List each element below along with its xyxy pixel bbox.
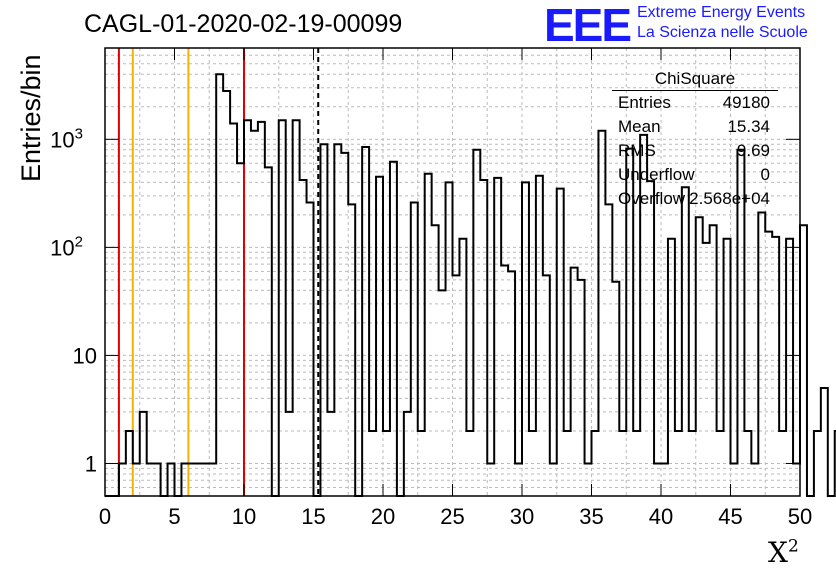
stats-box: ChiSquare Entries 49180 Mean 15.34 RMS 9.69…	[612, 68, 778, 211]
stats-value: 2.568e+04	[689, 189, 770, 208]
y-tick-label: 10	[73, 343, 97, 368]
stats-row-underflow: Underflow 0	[612, 163, 778, 187]
stats-key: Underflow	[618, 165, 695, 184]
stats-value: 9.69	[736, 141, 770, 160]
stats-value: 0	[760, 165, 770, 184]
x-tick-label: 50	[788, 504, 812, 529]
stats-value: 49180	[722, 93, 770, 112]
x-tick-label: 15	[301, 504, 325, 529]
stats-value: 15.34	[727, 117, 770, 136]
logo-line-2: La Scienza nelle Scuole	[637, 24, 808, 41]
x-tick-label: 35	[579, 504, 603, 529]
x-tick-label: 5	[168, 504, 180, 529]
logo-line-1: Extreme Energy Events	[637, 4, 806, 21]
y-tick-label: 102	[50, 233, 83, 260]
stats-key: Overflow	[618, 189, 686, 208]
stats-row-rms: RMS 9.69	[612, 139, 778, 163]
stats-row-entries: Entries 49180	[612, 91, 778, 115]
x-tick-label: 10	[232, 504, 256, 529]
histogram-title: CAGL-01-2020-02-19-00099	[84, 10, 403, 38]
y-tick-label: 103	[50, 125, 83, 152]
stats-key: RMS	[618, 141, 656, 160]
x-axis-label-exponent: 2	[787, 536, 799, 557]
stats-box-title: ChiSquare	[612, 68, 778, 91]
stats-key: Mean	[618, 117, 661, 136]
stats-key: Entries	[618, 93, 671, 112]
x-tick-label: 45	[718, 504, 742, 529]
x-tick-label: 20	[371, 504, 395, 529]
y-tick-label: 1	[85, 451, 97, 476]
stats-row-overflow: Overflow 2.568e+04	[612, 187, 778, 211]
x-tick-label: 0	[99, 504, 111, 529]
histogram-bars	[105, 73, 836, 497]
x-axis-label-base: X	[768, 536, 788, 569]
x-tick-label: 40	[649, 504, 673, 529]
x-tick-label: 30	[510, 504, 534, 529]
stats-row-mean: Mean 15.34	[612, 115, 778, 139]
x-tick-label: 25	[440, 504, 464, 529]
x-axis-label: X2	[768, 536, 799, 569]
eee-logo: EEE	[544, 0, 632, 51]
